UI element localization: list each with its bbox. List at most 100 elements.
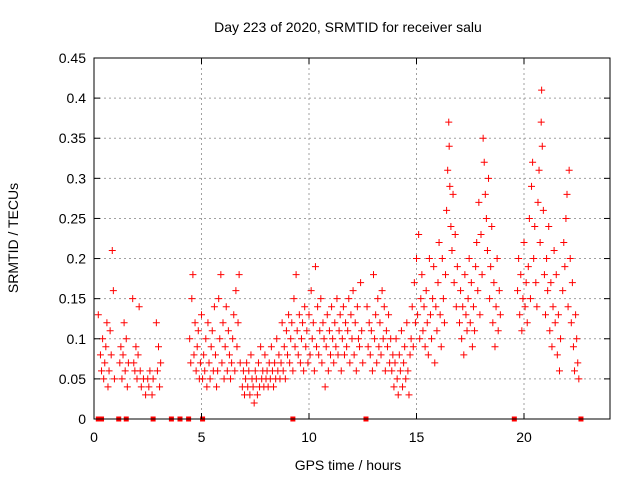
data-point [305, 311, 313, 319]
data-point [228, 359, 236, 367]
plot-frame [93, 57, 611, 420]
y-axis-label: SRMTID / TECUs [5, 183, 21, 293]
data-point [314, 303, 322, 311]
data-point [495, 287, 503, 295]
data-point [548, 343, 556, 351]
data-point [294, 351, 302, 359]
data-point [466, 319, 474, 327]
data-point [400, 359, 408, 367]
data-point [524, 263, 532, 271]
data-point [299, 319, 307, 327]
data-point [529, 158, 537, 166]
data-point [465, 255, 473, 263]
data-point [372, 311, 380, 319]
chart-title: Day 223 of 2020, SRMTID for receiver sal… [214, 19, 482, 35]
data-point [358, 327, 366, 335]
data-point [309, 319, 317, 327]
data-point [149, 375, 157, 383]
data-point [227, 375, 235, 383]
data-point [232, 287, 240, 295]
data-point [545, 222, 553, 230]
data-point [321, 383, 329, 391]
data-point [191, 319, 199, 327]
data-point [435, 239, 443, 247]
data-point [467, 279, 475, 287]
data-point [192, 367, 200, 375]
data-point [460, 351, 468, 359]
data-point [307, 287, 315, 295]
data-point [267, 343, 275, 351]
data-point [485, 174, 493, 182]
data-point [103, 319, 111, 327]
data-point [414, 311, 422, 319]
data-point [407, 335, 415, 343]
data-point [406, 351, 414, 359]
data-point [516, 311, 524, 319]
data-point [330, 359, 338, 367]
data-point [552, 271, 560, 279]
data-point [442, 271, 450, 279]
data-point [277, 359, 285, 367]
data-point [535, 166, 543, 174]
data-point [421, 343, 429, 351]
data-point [429, 295, 437, 303]
data-point [523, 319, 531, 327]
data-point [472, 263, 480, 271]
data-point [487, 263, 495, 271]
data-point [284, 351, 291, 359]
data-point [316, 327, 324, 335]
data-point [186, 335, 194, 343]
data-point [546, 327, 554, 335]
data-point [382, 327, 390, 335]
data-point [211, 351, 219, 359]
data-point [378, 287, 386, 295]
data-point [249, 383, 257, 391]
data-point [557, 335, 565, 343]
data-point [254, 359, 262, 367]
data-point [327, 351, 334, 359]
data-point [478, 271, 486, 279]
data-point [368, 367, 376, 375]
data-point [452, 303, 460, 311]
data-point [230, 311, 238, 319]
data-point [338, 335, 346, 343]
data-point [476, 311, 484, 319]
data-point [367, 327, 375, 335]
data-point [234, 319, 242, 327]
x-axis-label: GPS time / hours [295, 457, 402, 473]
data-point [270, 383, 278, 391]
data-point [480, 158, 488, 166]
data-point [287, 335, 295, 343]
data-point [561, 263, 569, 271]
data-point [432, 303, 440, 311]
data-point [100, 375, 108, 383]
data-point [373, 359, 381, 367]
data-point [471, 327, 479, 335]
data-point [293, 327, 301, 335]
data-point [539, 206, 547, 214]
data-point [474, 287, 482, 295]
data-point [383, 343, 391, 351]
data-point [218, 359, 226, 367]
data-point [401, 343, 409, 351]
data-point [213, 383, 221, 391]
data-point [281, 375, 289, 383]
data-point [356, 343, 364, 351]
data-point [565, 166, 573, 174]
data-point [271, 359, 279, 367]
data-point [443, 206, 451, 214]
data-point [110, 375, 118, 383]
data-point [329, 335, 337, 343]
data-point [416, 335, 424, 343]
data-point [136, 367, 144, 375]
data-point [375, 343, 383, 351]
data-point [444, 166, 452, 174]
data-point [564, 303, 572, 311]
data-point [220, 375, 228, 383]
data-point [573, 335, 581, 343]
data-point [318, 359, 326, 367]
data-point [517, 271, 525, 279]
data-point [155, 343, 162, 351]
data-point [282, 327, 290, 335]
